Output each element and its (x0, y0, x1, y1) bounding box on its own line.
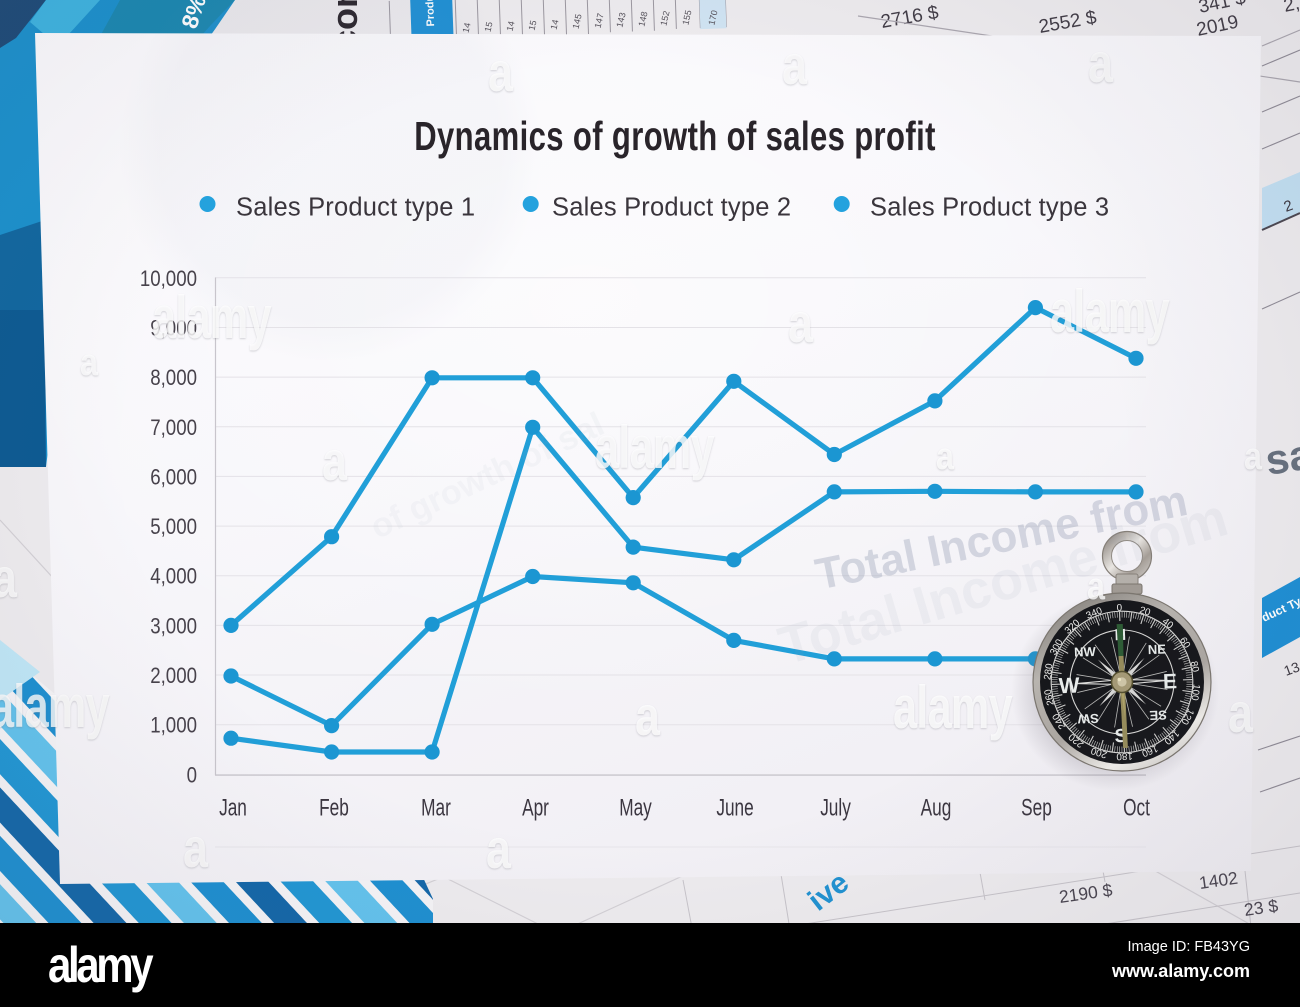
svg-text:280: 280 (1042, 662, 1055, 680)
svg-text:NE: NE (1148, 641, 1167, 657)
svg-text:Sep: Sep (1021, 795, 1052, 821)
svg-text:2,000: 2,000 (150, 665, 197, 689)
svg-text:20: 20 (1138, 605, 1152, 619)
svg-text:155: 155 (680, 9, 693, 26)
svg-text:July: July (820, 795, 851, 821)
svg-text:W: W (1058, 672, 1080, 698)
svg-text:1,000: 1,000 (150, 714, 197, 738)
svg-text:Sales Product type 3: Sales Product type 3 (870, 194, 1109, 222)
svg-text:May: May (619, 795, 652, 821)
svg-text:SE: SE (1149, 707, 1167, 723)
svg-text:NW: NW (1074, 644, 1097, 660)
svg-text:260: 260 (1043, 688, 1057, 707)
svg-text:Apr: Apr (522, 795, 549, 821)
svg-text:14: 14 (549, 19, 561, 31)
svg-text:13: 13 (1282, 658, 1300, 678)
svg-text:15: 15 (527, 19, 539, 31)
svg-text:9,000: 9,000 (150, 317, 197, 341)
svg-text:7,000: 7,000 (150, 416, 197, 440)
svg-text:170: 170 (706, 9, 719, 26)
svg-text:SW: SW (1077, 711, 1099, 727)
svg-text:147: 147 (593, 12, 606, 29)
svg-text:Jan: Jan (219, 795, 247, 821)
svg-text:15: 15 (483, 21, 495, 33)
svg-text:148: 148 (637, 11, 650, 28)
svg-text:E: E (1163, 670, 1178, 693)
svg-text:145: 145 (571, 13, 584, 30)
svg-text:sa: sa (1262, 430, 1300, 484)
svg-text:4,000: 4,000 (150, 565, 197, 589)
svg-text:June: June (716, 795, 753, 821)
svg-text:Aug: Aug (921, 795, 952, 821)
svg-text:3,000: 3,000 (150, 615, 197, 639)
svg-text:Produc: Produc (424, 0, 437, 27)
svg-text:14: 14 (461, 22, 473, 34)
svg-text:2,: 2, (1282, 0, 1300, 17)
svg-text:143: 143 (615, 11, 628, 28)
svg-text:0: 0 (187, 764, 197, 788)
svg-text:10,000: 10,000 (140, 267, 197, 291)
svg-text:6,000: 6,000 (150, 466, 197, 490)
svg-text:Sales Product type 2: Sales Product type 2 (552, 194, 791, 222)
svg-text:14: 14 (505, 20, 517, 32)
svg-text:100: 100 (1188, 683, 1201, 701)
svg-text:Feb: Feb (319, 795, 349, 821)
svg-text:Mar: Mar (421, 795, 451, 821)
svg-text:0: 0 (1117, 603, 1123, 614)
svg-text:Dynamics of growth of sales pr: Dynamics of growth of sales profit (414, 113, 936, 159)
svg-text:23 $: 23 $ (1243, 895, 1280, 920)
svg-text:8,000: 8,000 (150, 367, 197, 391)
svg-text:Oct: Oct (1123, 795, 1150, 821)
svg-text:5,000: 5,000 (150, 516, 197, 540)
svg-text:152: 152 (658, 10, 671, 27)
svg-text:200: 200 (1089, 744, 1108, 760)
svg-text:Sales Product type 1: Sales Product type 1 (236, 194, 475, 222)
svg-text:180: 180 (1116, 750, 1133, 762)
svg-text:80: 80 (1188, 660, 1201, 673)
